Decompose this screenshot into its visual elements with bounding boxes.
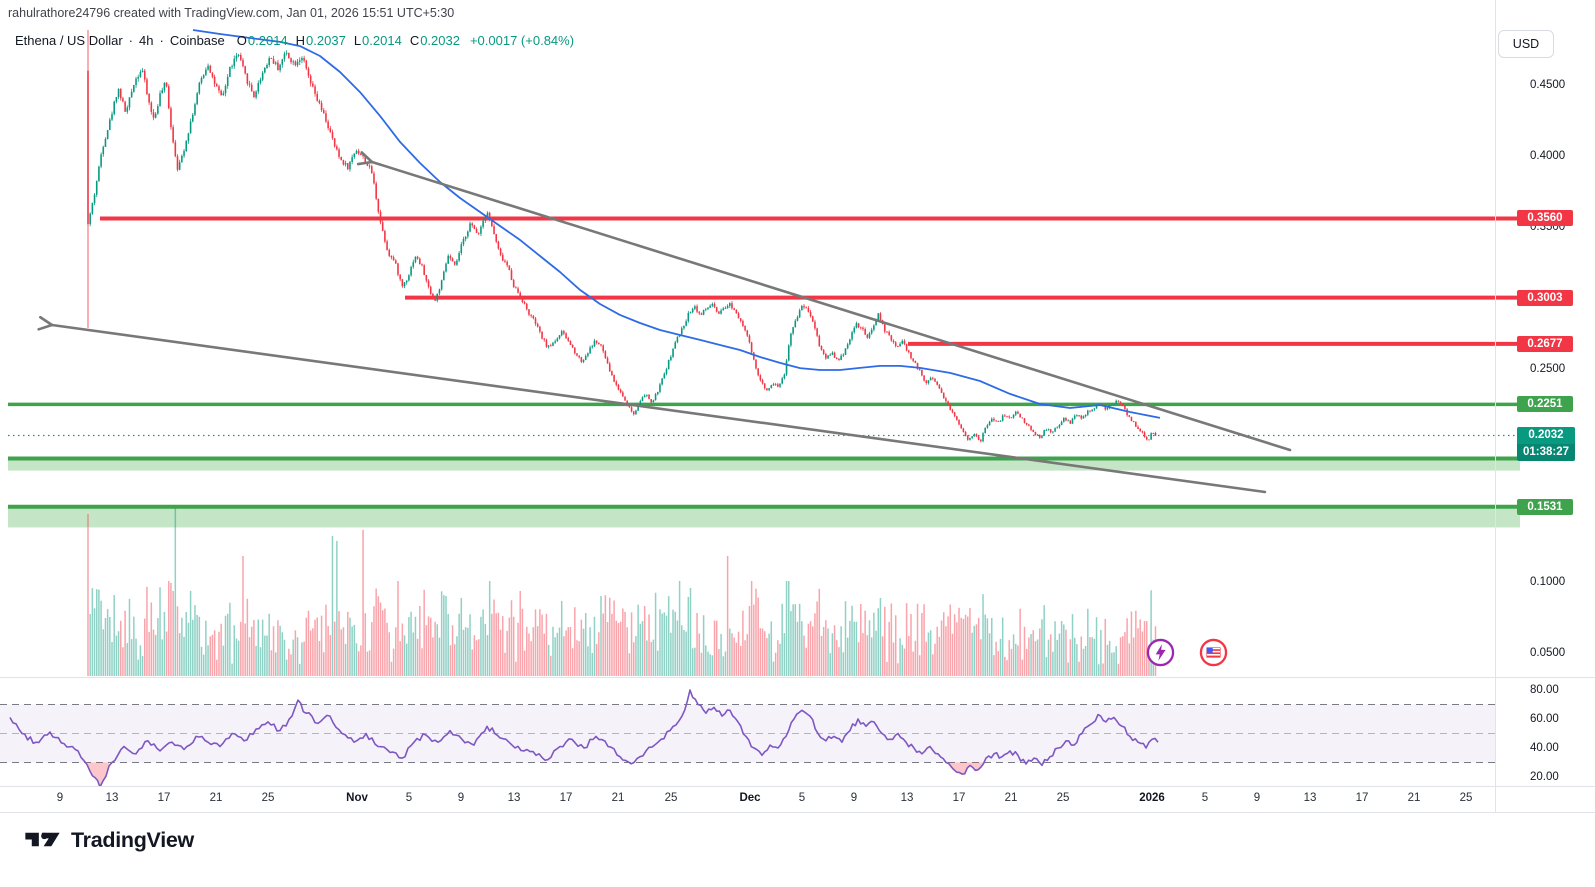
time-tick-label: 21: [1407, 792, 1421, 804]
time-tick-label: 17: [1355, 792, 1369, 804]
candle-wicks-down: [87, 30, 1156, 443]
lightning-event-icon[interactable]: [1146, 638, 1175, 672]
time-tick-label: Nov: [346, 792, 368, 804]
time-tick-label: 13: [105, 792, 119, 804]
time-tick-label: 9: [1253, 792, 1261, 804]
price-tick-label: 0.1000: [1530, 576, 1566, 589]
time-tick-label: 9: [457, 792, 465, 804]
time-tick-label: 17: [157, 792, 171, 804]
time-tick-label: 9: [850, 792, 858, 804]
ma-line: [192, 29, 1161, 419]
time-tick-label: 13: [1303, 792, 1317, 804]
trend-arrow-head: [356, 160, 374, 166]
rsi-tick-label: 20.00: [1530, 771, 1559, 783]
current-price-label: 0.2032 01:38:27: [1517, 426, 1575, 461]
ohlc-value: 0.2014: [247, 33, 288, 48]
rsi-pane: [0, 689, 1495, 786]
tradingview-logo[interactable]: TradingView: [24, 827, 194, 854]
rsi-tick-label: 60.00: [1530, 713, 1559, 725]
tradingview-logo-mark: [25, 832, 60, 847]
time-tick-label: Dec: [739, 792, 761, 804]
volume-bars-down: [87, 514, 1157, 676]
trend-arrow-line: [50, 323, 1267, 494]
symbol-exchange: Coinbase: [169, 33, 225, 48]
time-tick-label: 13: [507, 792, 521, 804]
countdown-label: 01:38:27: [1517, 443, 1575, 461]
symbol-interval[interactable]: 4h: [139, 33, 154, 48]
us-flag-event-icon[interactable]: [1199, 638, 1228, 672]
price-level-label: 0.3003: [1517, 289, 1573, 306]
ohlc-label: O: [236, 33, 247, 48]
current-price-value: 0.2032: [1528, 429, 1564, 442]
ohlc-value: 0.2014: [362, 33, 402, 48]
time-tick-label: 17: [559, 792, 573, 804]
price-tick-label: 0.0500: [1530, 647, 1566, 660]
ohlc-readout: O 0.2014 H 0.2037 L 0.2014 C 0.2032: [237, 33, 460, 48]
time-tick-label: 25: [261, 792, 275, 804]
currency-toggle-button[interactable]: USD: [1498, 30, 1554, 58]
time-tick-label: 21: [611, 792, 625, 804]
candle-bodies-down: [87, 52, 1157, 442]
time-axis[interactable]: 9 13 17 21 25 Nov 5 9 13 17 21 25 Dec 5 9 13 17 21 25 2026 5…: [0, 786, 1595, 812]
ohlc-value: 0.2032: [420, 33, 460, 48]
separator-dot: ·: [159, 33, 164, 48]
time-tick-label: 13: [900, 792, 914, 804]
symbol-title[interactable]: Ethena / US Dollar: [15, 33, 123, 48]
ohlc-label: H: [295, 33, 306, 48]
time-tick-label: 25: [1459, 792, 1473, 804]
watermark: rahulrathore24796 created with TradingVi…: [8, 6, 455, 20]
trend-arrow-line: [370, 160, 1292, 452]
ohlc-label: C: [409, 33, 420, 48]
trend-arrow-head: [37, 323, 54, 331]
separator-dot: ·: [128, 33, 134, 48]
symbol-info-bar: Ethena / US Dollar · 4h · Coinbase O 0.20…: [15, 33, 574, 48]
candle-bodies-up: [89, 52, 1155, 442]
ohlc-label: L: [353, 33, 362, 48]
rsi-tick-label: 40.00: [1530, 742, 1559, 754]
price-level-label: 0.2251: [1517, 396, 1573, 413]
trend-arrow-head: [360, 151, 374, 164]
time-tick-label: 2026: [1139, 792, 1165, 804]
rsi-oversold-fill: [948, 762, 984, 775]
price-tick-label: 0.4500: [1530, 78, 1566, 91]
time-tick-label: 5: [405, 792, 413, 804]
price-level-label: 0.1531: [1517, 498, 1573, 515]
price-level-label: 0.3560: [1517, 210, 1573, 227]
demand-zone-band: [8, 458, 1520, 471]
time-tick-label: 25: [664, 792, 678, 804]
price-axis[interactable]: 0.4500 0.4000 0.3500 0.2500 0.1000 0.0500 80.0…: [1495, 0, 1595, 812]
price-tick-label: 0.4000: [1530, 149, 1566, 162]
price-tick-label: 0.2500: [1530, 363, 1566, 376]
time-tick-label: 25: [1056, 792, 1070, 804]
time-tick-label: 17: [952, 792, 966, 804]
ohlc-value: 0.2037: [306, 33, 346, 48]
rsi-line: [9, 689, 1159, 786]
time-tick-label: 21: [1004, 792, 1018, 804]
rsi-oversold-fill: [87, 762, 109, 786]
trend-arrow-head: [39, 315, 54, 327]
time-tick-label: 21: [209, 792, 223, 804]
time-tick-label: 9: [56, 792, 64, 804]
demand-zone-band: [8, 506, 1520, 528]
tradingview-logo-text: TradingView: [71, 828, 194, 852]
price-change: +0.0017 (+0.84%): [469, 33, 575, 48]
rsi-tick-label: 80.00: [1530, 684, 1559, 696]
time-tick-label: 5: [798, 792, 806, 804]
price-level-label: 0.2677: [1517, 335, 1573, 352]
candle-wicks-up: [89, 50, 1154, 443]
time-tick-label: 5: [1201, 792, 1209, 804]
